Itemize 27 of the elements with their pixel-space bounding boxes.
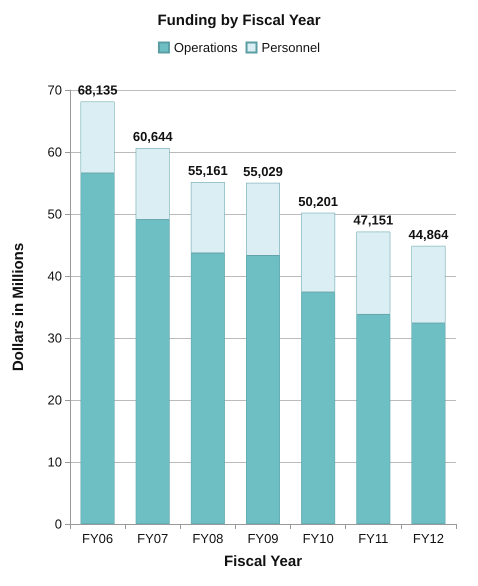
x-tick-label: FY08 — [192, 531, 224, 546]
total-label: 50,201 — [298, 194, 338, 209]
x-tick-label: FY09 — [247, 531, 279, 546]
total-label: 55,029 — [243, 164, 283, 179]
x-tick-label: FY06 — [82, 531, 114, 546]
legend-label: Personnel — [262, 40, 320, 55]
y-tick-label: 40 — [48, 268, 62, 284]
legend-label: Operations — [174, 40, 238, 55]
total-label: 47,151 — [353, 212, 394, 228]
y-tick-label: 70 — [48, 82, 62, 98]
y-tick-label: 60 — [48, 144, 62, 160]
y-tick-label: 10 — [48, 454, 62, 470]
total-label: 68,135 — [78, 82, 118, 98]
y-axis-title: Dollars in Millions — [10, 242, 27, 372]
total-label: 60,644 — [132, 129, 174, 144]
total-label: 55,161 — [188, 163, 228, 178]
y-tick-label: 30 — [48, 330, 62, 346]
x-tick-label: FY11 — [358, 531, 388, 546]
x-tick-label: FY07 — [137, 531, 168, 546]
x-tick-label: FY12 — [412, 531, 444, 546]
x-tick-label: FY10 — [302, 531, 334, 546]
y-tick-label: 50 — [48, 206, 62, 222]
chart-title: Funding by Fiscal Year — [157, 12, 321, 29]
y-tick-label: 0 — [54, 516, 62, 532]
total-label: 44,864 — [408, 226, 450, 242]
x-axis-title: Fiscal Year — [224, 553, 302, 570]
y-tick-label: 20 — [48, 392, 62, 408]
